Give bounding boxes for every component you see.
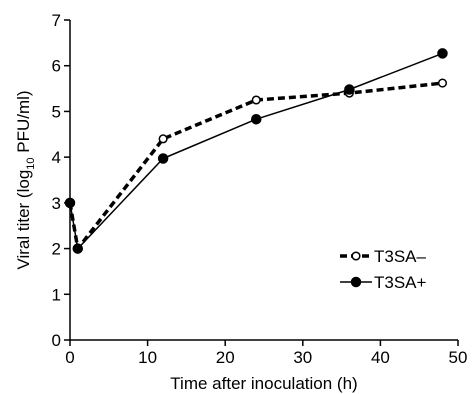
x-tick-label: 30: [293, 348, 312, 367]
legend-swatch-marker: [351, 251, 361, 261]
y-axis-title-part: Viral titer (log: [14, 170, 33, 270]
data-point-filled: [72, 243, 84, 254]
y-tick-label: 7: [52, 11, 61, 30]
data-point-filled: [250, 113, 262, 125]
x-axis-title: Time after inoculation (h): [170, 374, 357, 393]
data-point-filled: [344, 84, 355, 95]
y-axis-title-part: PFU/ml): [14, 90, 33, 157]
axes: 0 1 2 3 4 5 6 7 0 10 20 30 40 50: [52, 11, 468, 367]
y-axis-title-subscript: 10: [25, 157, 37, 169]
y-tick-label: 3: [52, 194, 61, 213]
legend-label: T3SA–: [374, 247, 427, 266]
y-tick-label: 0: [52, 331, 61, 350]
y-tick-label: 4: [52, 148, 61, 167]
legend: T3SA– T3SA+: [340, 247, 427, 292]
series-layer: [64, 48, 448, 254]
y-tick-label: 1: [52, 285, 61, 304]
y-tick-label: 2: [52, 240, 61, 259]
legend-swatch-marker: [350, 276, 362, 288]
x-tick-label: 0: [65, 348, 74, 367]
series-line-dashed: [68, 81, 443, 251]
x-tick-label: 10: [138, 348, 157, 367]
series-line-solid: [69, 52, 443, 250]
x-tick-label: 50: [449, 348, 468, 367]
data-point-open: [251, 95, 261, 105]
data-point-filled: [157, 153, 169, 164]
legend-label: T3SA+: [374, 273, 427, 292]
x-tick-label: 40: [371, 348, 390, 367]
data-point-filled: [437, 48, 448, 59]
data-point-open: [158, 134, 168, 144]
data-point-open: [437, 78, 448, 88]
y-axis-title: Viral titer (log10 PFU/ml): [14, 90, 37, 269]
x-tick-label: 20: [216, 348, 235, 367]
y-tick-label: 5: [52, 102, 61, 121]
data-point-filled: [64, 197, 76, 209]
y-tick-label: 6: [52, 57, 61, 76]
